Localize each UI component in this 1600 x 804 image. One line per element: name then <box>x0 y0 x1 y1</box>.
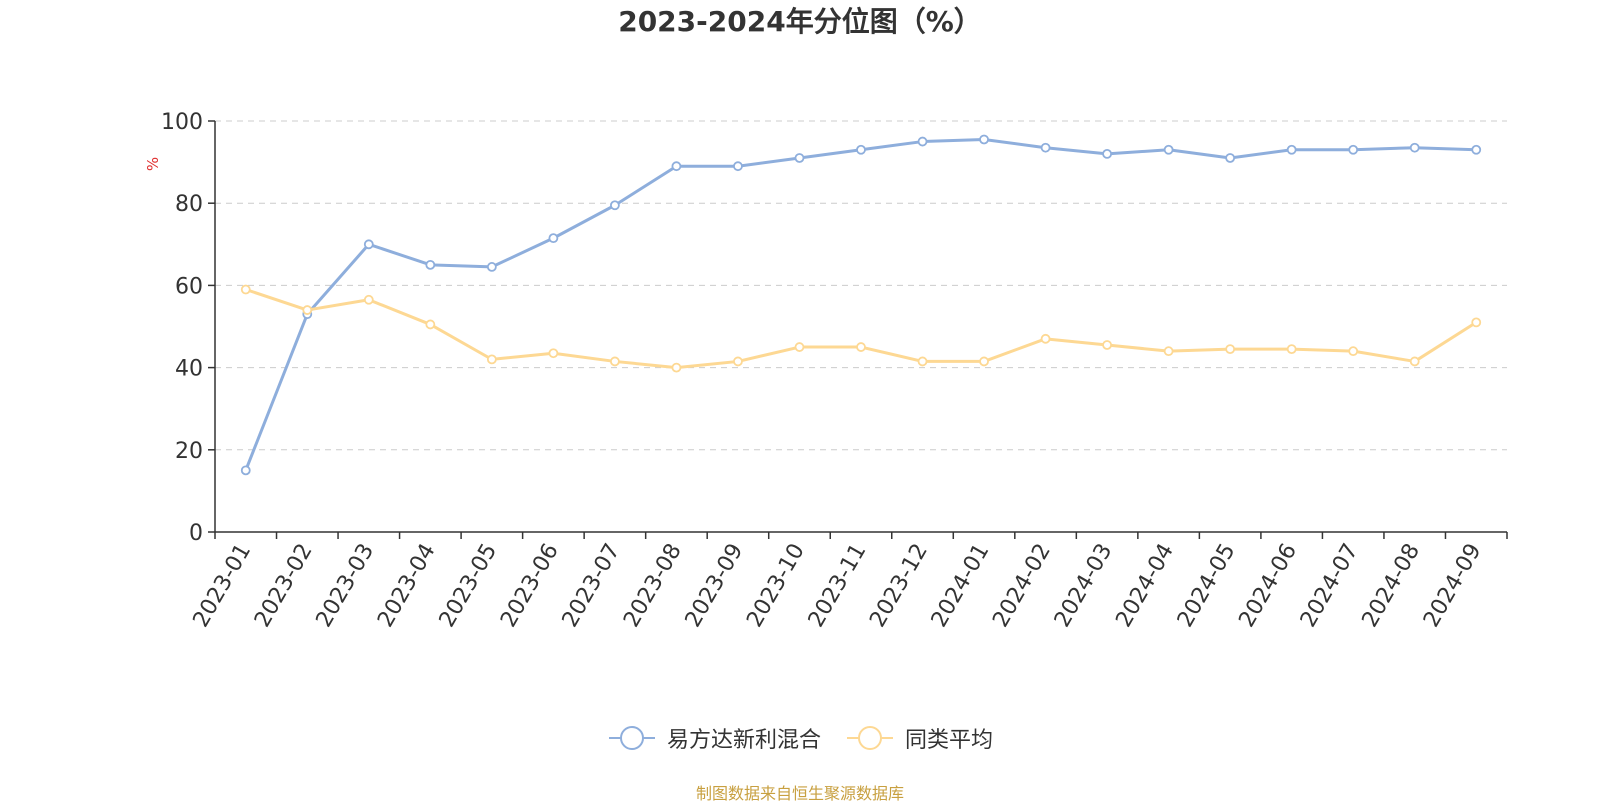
series-line-0 <box>244 137 1477 471</box>
data-point[interactable] <box>794 153 805 163</box>
data-point[interactable] <box>425 319 436 330</box>
data-point[interactable] <box>1286 144 1297 155</box>
x-tick-label: 2024-05 <box>1173 540 1241 632</box>
data-point[interactable] <box>548 348 559 359</box>
data-point[interactable] <box>486 354 497 365</box>
data-point[interactable] <box>302 305 313 315</box>
data-point[interactable] <box>1348 144 1359 155</box>
data-point[interactable] <box>917 356 928 367</box>
y-tick-label: 60 <box>175 274 203 299</box>
data-point[interactable] <box>240 284 251 295</box>
x-tick-label: 2023-01 <box>189 540 257 632</box>
grid-lines <box>215 120 1507 451</box>
data-point[interactable] <box>610 356 620 367</box>
data-point[interactable] <box>486 262 497 272</box>
data-point[interactable] <box>733 356 743 367</box>
data-point[interactable] <box>610 200 620 211</box>
x-tick-label: 2023-11 <box>804 540 872 632</box>
x-tick-label: 2024-07 <box>1296 540 1364 632</box>
x-tick-label: 2024-02 <box>988 540 1056 632</box>
y-tick-label: 0 <box>189 521 203 546</box>
data-point[interactable] <box>1040 333 1051 344</box>
chart-title: 2023-2024年分位图（%） <box>618 5 982 38</box>
data-point[interactable] <box>1348 346 1359 357</box>
x-tick-label: 2023-04 <box>373 540 441 632</box>
series-lines <box>240 134 1482 476</box>
x-tick-label: 2024-08 <box>1357 540 1425 632</box>
x-tick-label: 2023-12 <box>865 540 933 632</box>
data-point[interactable] <box>363 239 374 250</box>
data-point[interactable] <box>240 465 251 476</box>
data-point[interactable] <box>425 259 436 270</box>
data-point[interactable] <box>1040 142 1051 153</box>
data-point[interactable] <box>1102 148 1112 159</box>
legend-item-average[interactable]: 同类平均 <box>845 722 993 754</box>
legend-label-average: 同类平均 <box>905 728 994 753</box>
data-point[interactable] <box>1163 346 1174 357</box>
x-tick-label: 2023-08 <box>619 540 687 632</box>
data-point[interactable] <box>1225 153 1236 163</box>
y-tick-label: 40 <box>175 357 203 382</box>
x-tick-label: 2024-09 <box>1419 540 1487 632</box>
data-point[interactable] <box>671 362 682 373</box>
data-point[interactable] <box>1163 144 1174 155</box>
axes: 0 20 40 60 80 100 2023-012023-022023-032023-04… <box>161 110 1508 632</box>
source-note: 制图数据来自恒生聚源数据库 <box>695 784 904 803</box>
data-point[interactable] <box>1471 144 1482 155</box>
legend-average-marker-icon <box>847 726 893 750</box>
x-tick-label: 2023-03 <box>312 540 380 632</box>
data-point[interactable] <box>363 294 374 305</box>
y-tick-label: 20 <box>175 439 203 464</box>
data-point[interactable] <box>1286 344 1297 355</box>
x-tick-label: 2023-05 <box>435 540 503 632</box>
data-point[interactable] <box>979 356 989 367</box>
data-point[interactable] <box>856 342 866 352</box>
x-tick-label: 2024-06 <box>1234 540 1302 632</box>
legend-fund-marker-icon <box>608 726 655 750</box>
x-tick-label: 2023-09 <box>681 540 749 632</box>
legend-label-fund: 易方达新利混合 <box>666 728 821 753</box>
x-tick-label: 2024-04 <box>1111 540 1179 632</box>
data-point[interactable] <box>1409 356 1420 367</box>
data-point[interactable] <box>1102 340 1112 350</box>
x-tick-label: 2023-02 <box>250 540 318 632</box>
legend-item-fund[interactable]: 易方达新利混合 <box>607 722 821 754</box>
x-tick-label: 2024-03 <box>1050 540 1118 632</box>
x-tick-label: 2023-10 <box>742 540 810 632</box>
data-point[interactable] <box>548 233 559 244</box>
data-point[interactable] <box>1471 317 1482 328</box>
x-tick-label: 2023-07 <box>558 540 626 632</box>
y-tick-label: 100 <box>161 110 203 135</box>
data-point[interactable] <box>1409 142 1420 153</box>
data-point[interactable] <box>733 161 743 172</box>
data-point[interactable] <box>1225 344 1236 355</box>
data-point[interactable] <box>794 342 805 352</box>
y-tick-label: 80 <box>175 192 203 217</box>
data-point[interactable] <box>856 144 866 155</box>
data-point[interactable] <box>917 136 928 147</box>
x-tick-label: 2023-06 <box>496 540 564 632</box>
data-point[interactable] <box>671 161 682 172</box>
data-point[interactable] <box>979 134 989 145</box>
legend: 易方达新利混合 同类平均 <box>0 722 1600 754</box>
y-axis-label: % <box>144 157 162 171</box>
x-tick-label: 2024-01 <box>927 540 995 632</box>
